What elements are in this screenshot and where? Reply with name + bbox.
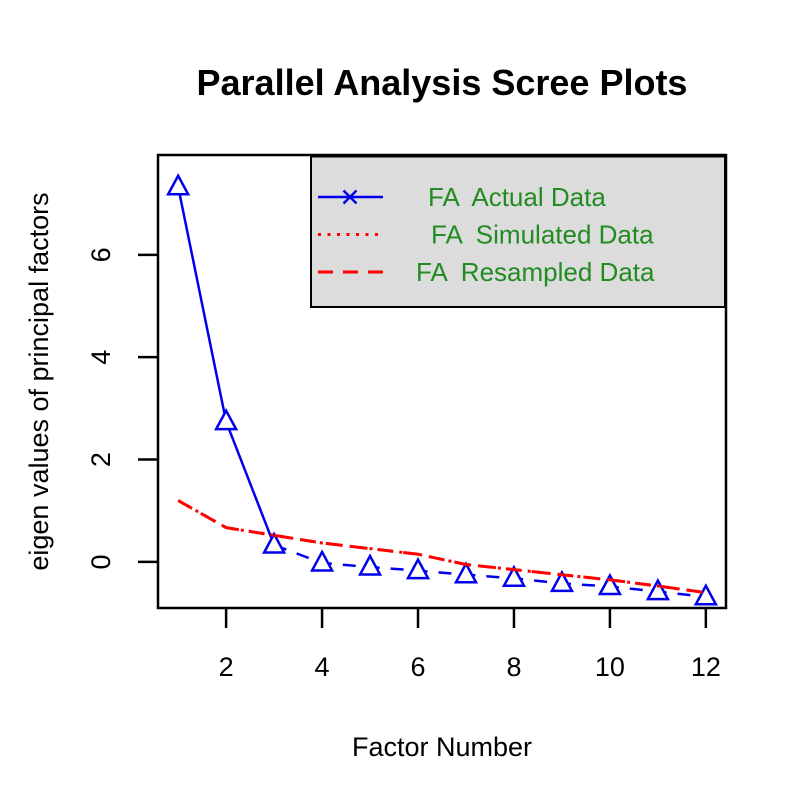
legend-label-actual: FA Actual Data (428, 182, 606, 212)
x-tick-label: 10 (595, 652, 625, 682)
plot-border-box (156, 153, 728, 610)
triangle-marker (309, 549, 335, 572)
legend-box (310, 155, 726, 308)
y-tick-label: 2 (86, 452, 116, 467)
simulated-data-line (177, 499, 707, 595)
triangle-marker (597, 572, 623, 596)
x-axis-label: Factor Number (352, 732, 532, 762)
legend: FA Actual Data FA Simulated Data FA Resa… (310, 155, 726, 308)
legend-label-resampled: FA Resampled Data (416, 257, 655, 287)
actual-data-line-solid (176, 186, 276, 546)
x-tick-label: 12 (691, 652, 721, 682)
y-tick-label: 4 (86, 350, 116, 365)
x-marker-icon (342, 189, 358, 205)
triangle-marker (693, 583, 718, 606)
x-tick-label: 4 (315, 652, 330, 682)
triangle-marker (405, 557, 431, 580)
x-tick-label: 2 (219, 652, 234, 682)
triangle-marker (645, 577, 670, 601)
triangle-marker (453, 561, 479, 584)
triangle-marker (166, 173, 191, 196)
x-tick-label: 6 (410, 652, 425, 682)
legend-entry-resampled: FA Resampled Data (318, 257, 655, 287)
actual-data-line-dashed (273, 543, 706, 598)
chart-title: Parallel Analysis Scree Plots (197, 62, 688, 103)
data-series (166, 173, 718, 606)
y-tick-label: 6 (86, 247, 116, 262)
triangle-marker (549, 569, 575, 593)
resampled-data-line (177, 499, 707, 595)
legend-entry-actual: FA Actual Data (318, 182, 606, 212)
legend-entry-simulated: FA Simulated Data (318, 220, 654, 250)
triangle-marker (357, 553, 383, 576)
legend-label-simulated: FA Simulated Data (431, 220, 654, 250)
triangle-marker (214, 408, 239, 431)
axis-ticks: 2 4 6 8 10 12 0 2 4 6 (86, 247, 721, 682)
y-axis-label: eigen values of principal factors (24, 192, 54, 570)
x-tick-label: 8 (506, 652, 521, 682)
triangle-marker (261, 531, 287, 554)
y-tick-label: 0 (86, 554, 116, 569)
triangle-marker (501, 564, 527, 588)
